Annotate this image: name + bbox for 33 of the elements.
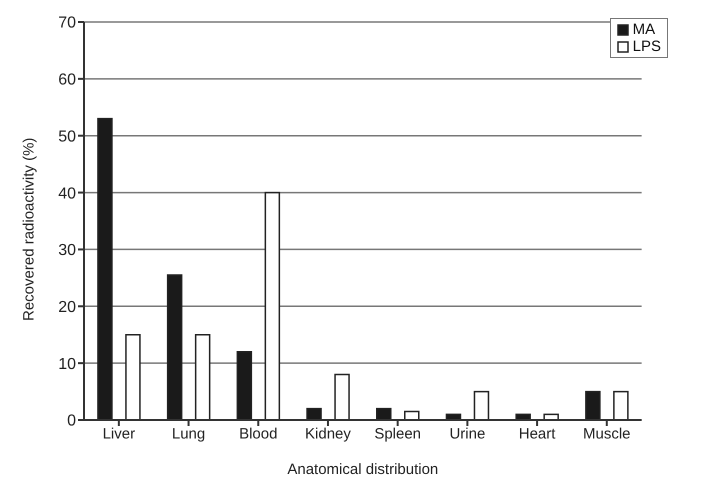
bar [474, 390, 490, 420]
x-tick-label: Liver [102, 426, 136, 443]
bar [236, 351, 252, 420]
y-tick-label: 40 [58, 185, 76, 202]
y-tick-label: 70 [58, 14, 76, 32]
x-tick-label: Urine [449, 426, 486, 443]
x-tick-label: Spleen [374, 426, 422, 443]
bar [334, 374, 350, 420]
y-tick-label: 50 [58, 128, 76, 146]
x-tick-label: Heart [518, 426, 556, 443]
legend-label: MA [632, 21, 656, 38]
y-tick-label: 30 [58, 242, 76, 260]
bar [194, 334, 210, 420]
y-axis-title: Recovered radioactivity (%) [20, 138, 38, 321]
y-tick-label: 0 [67, 412, 76, 430]
bar [166, 274, 182, 420]
x-axis-title: Anatomical distribution [287, 461, 438, 478]
bar [376, 408, 392, 420]
x-tick-label: Kidney [305, 426, 352, 443]
y-tick-label: 10 [58, 356, 76, 373]
legend-label: LPS [632, 38, 661, 55]
bar [613, 390, 629, 420]
bar [264, 192, 280, 420]
x-tick-label: Muscle [583, 426, 631, 443]
bar [585, 390, 601, 420]
bar [404, 410, 420, 420]
bar [97, 118, 113, 420]
bar [306, 408, 322, 420]
x-tick-label: Lung [172, 426, 206, 443]
x-tick-label: Blood [239, 426, 278, 443]
bar [125, 334, 141, 420]
y-tick-label: 60 [58, 72, 76, 89]
y-tick-label: 20 [58, 298, 76, 316]
